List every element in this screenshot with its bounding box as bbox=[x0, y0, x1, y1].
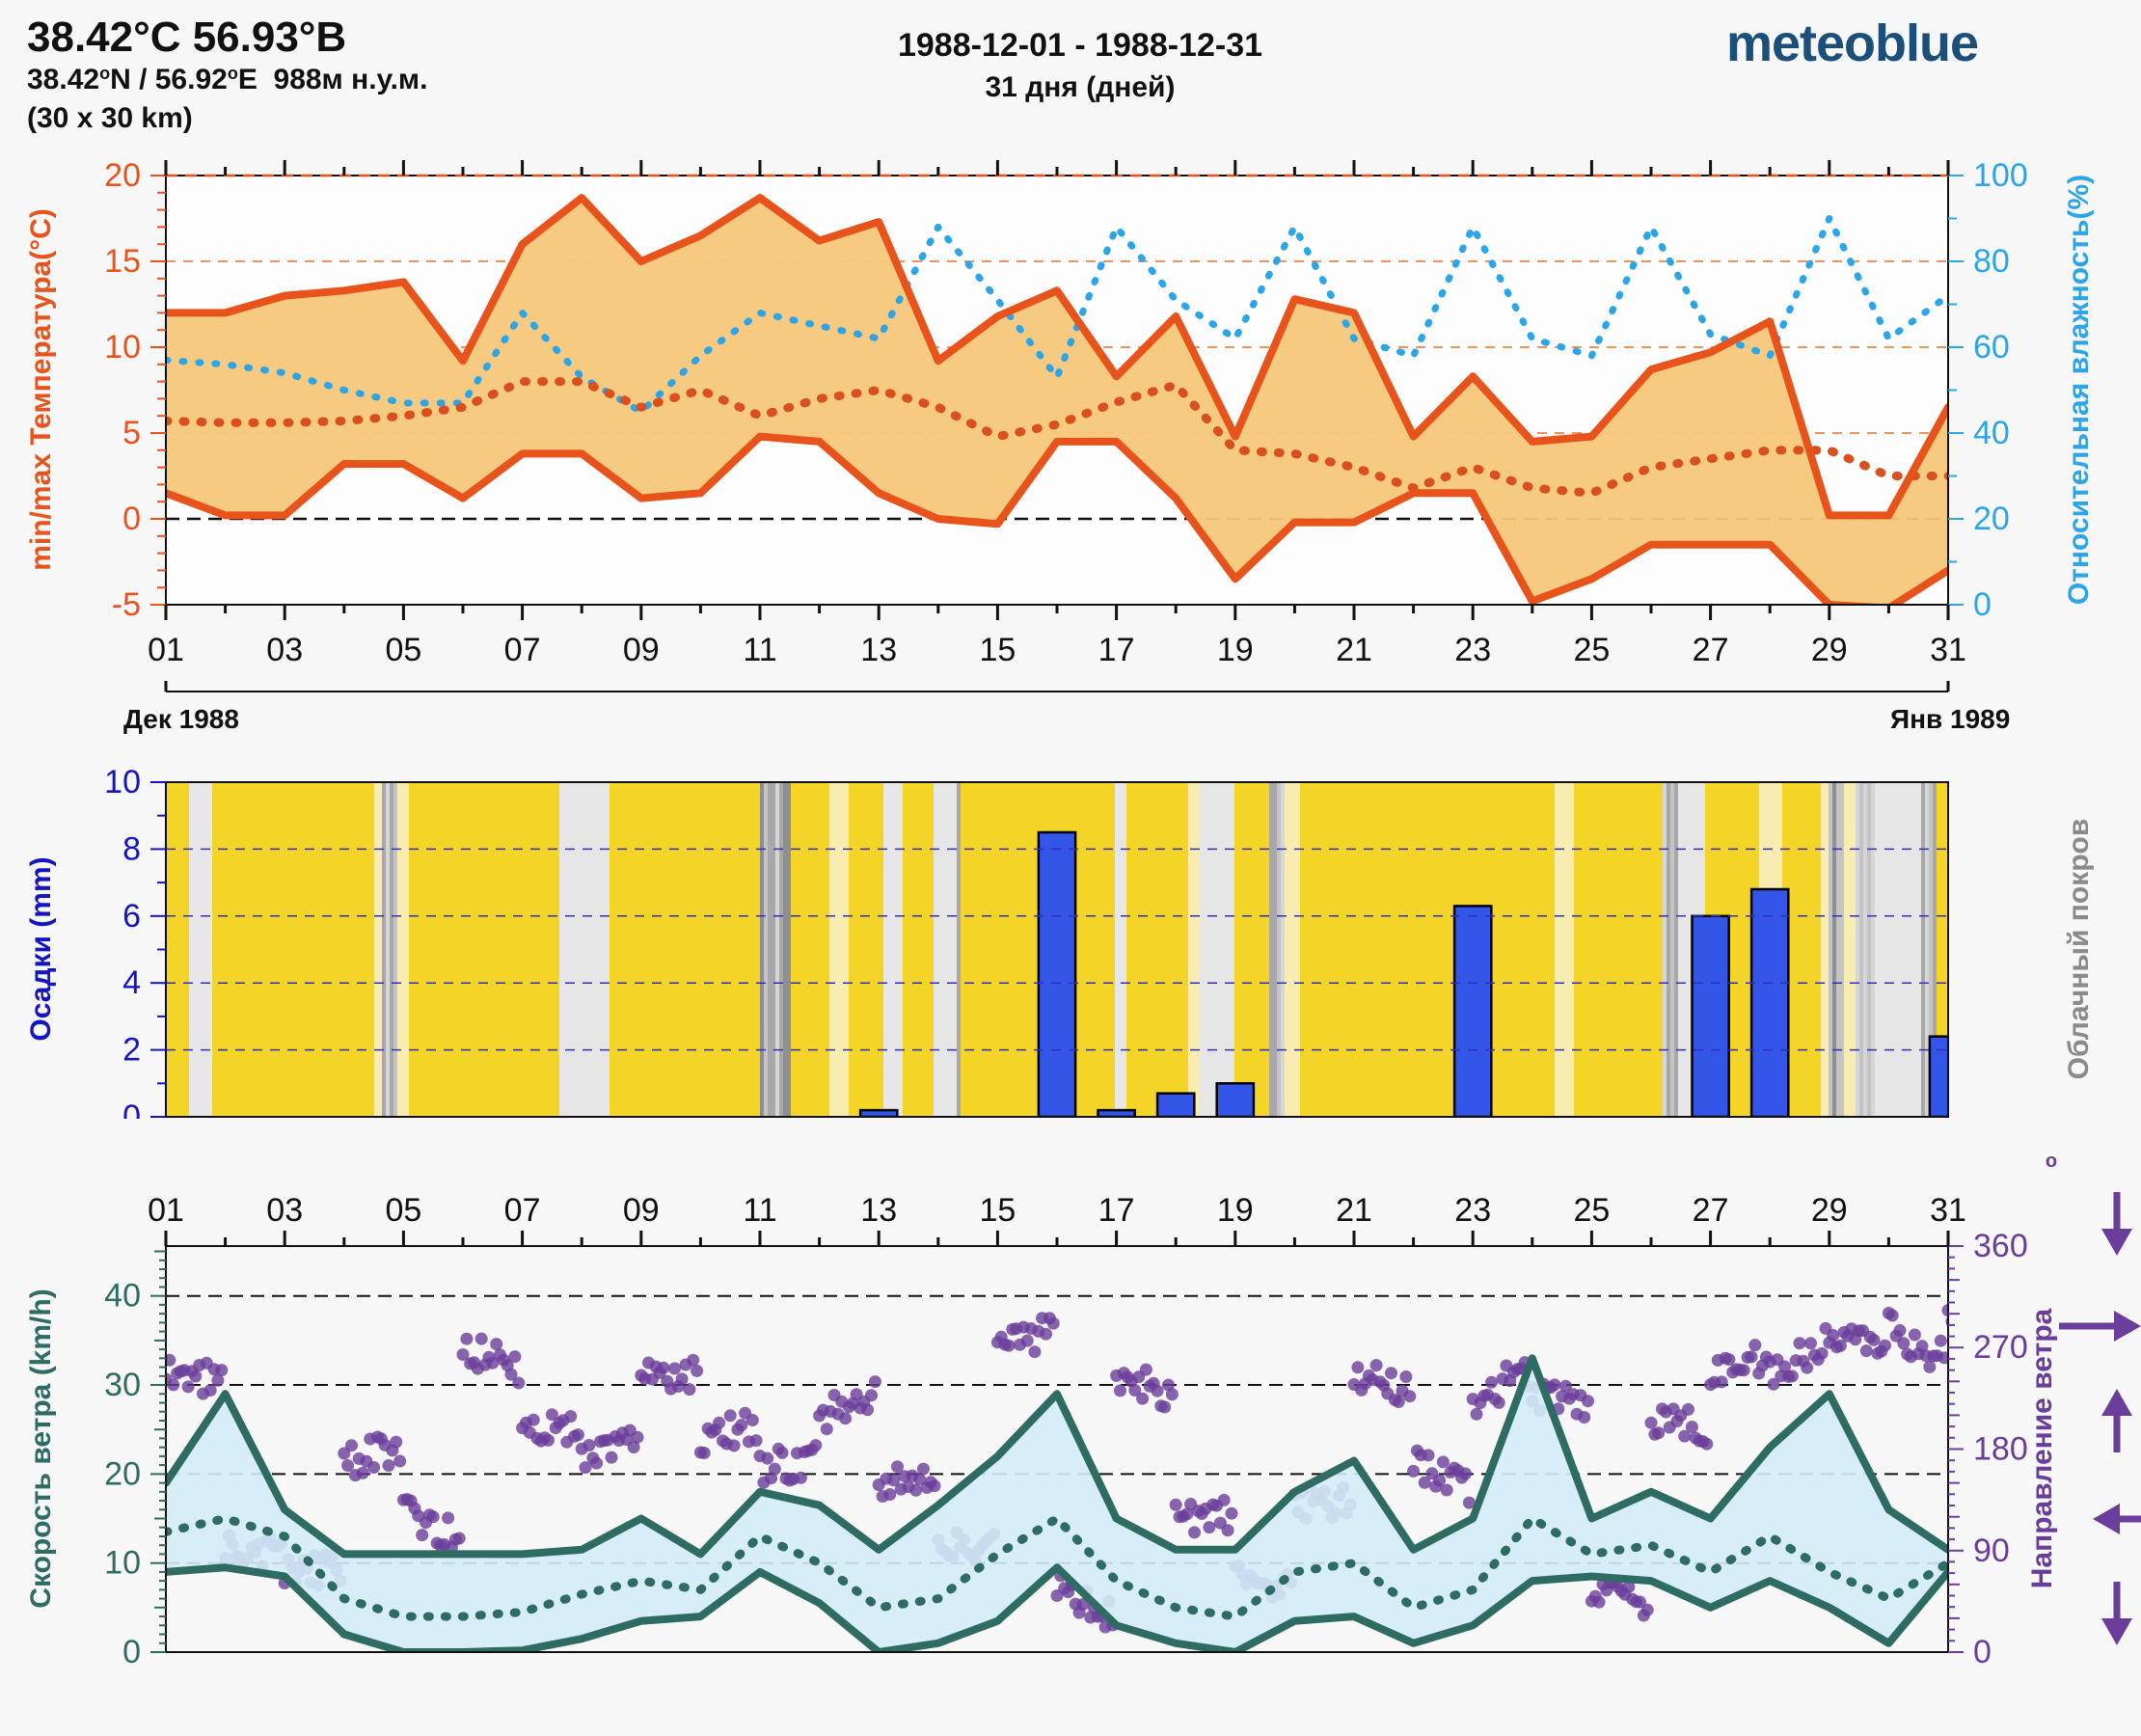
svg-text:Относительная влажность(%): Относительная влажность(%) bbox=[2063, 175, 2095, 605]
svg-text:17: 17 bbox=[1098, 632, 1135, 668]
svg-text:30: 30 bbox=[104, 1367, 141, 1403]
svg-text:20: 20 bbox=[104, 1455, 141, 1492]
svg-text:90: 90 bbox=[1973, 1533, 2010, 1569]
svg-text:21: 21 bbox=[1336, 1192, 1372, 1229]
svg-text:23: 23 bbox=[1454, 632, 1491, 668]
svg-text:03: 03 bbox=[266, 1192, 303, 1229]
svg-text:07: 07 bbox=[504, 632, 541, 668]
svg-text:0: 0 bbox=[1973, 1634, 1992, 1670]
svg-text:o: o bbox=[2046, 1151, 2057, 1172]
svg-text:09: 09 bbox=[623, 632, 660, 668]
svg-text:27: 27 bbox=[1693, 632, 1729, 668]
svg-text:0: 0 bbox=[122, 501, 141, 537]
svg-text:01: 01 bbox=[148, 632, 184, 668]
svg-text:15: 15 bbox=[979, 1192, 1016, 1229]
svg-text:07: 07 bbox=[504, 1192, 541, 1229]
svg-text:360: 360 bbox=[1973, 1228, 2028, 1264]
svg-text:31: 31 bbox=[1930, 1192, 1966, 1229]
svg-text:19: 19 bbox=[1217, 632, 1254, 668]
svg-text:20: 20 bbox=[104, 157, 141, 194]
svg-text:270: 270 bbox=[1973, 1329, 2028, 1366]
svg-text:09: 09 bbox=[623, 1192, 660, 1229]
svg-text:19: 19 bbox=[1217, 1192, 1254, 1229]
svg-text:0: 0 bbox=[1973, 586, 1992, 623]
svg-text:17: 17 bbox=[1098, 1192, 1135, 1229]
svg-text:29: 29 bbox=[1811, 632, 1848, 668]
svg-text:100: 100 bbox=[1973, 157, 2028, 194]
svg-text:25: 25 bbox=[1573, 632, 1610, 668]
svg-text:23: 23 bbox=[1454, 1192, 1491, 1229]
svg-text:180: 180 bbox=[1973, 1431, 2028, 1468]
svg-text:80: 80 bbox=[1973, 243, 2010, 280]
svg-text:31: 31 bbox=[1930, 632, 1966, 668]
svg-text:40: 40 bbox=[104, 1278, 141, 1315]
svg-text:Скорость ветра (km/h): Скорость ветра (km/h) bbox=[25, 1288, 57, 1608]
svg-text:10: 10 bbox=[104, 1545, 141, 1582]
svg-text:27: 27 bbox=[1693, 1192, 1729, 1229]
svg-text:Направление ветра: Направление ветра bbox=[2026, 1308, 2058, 1588]
svg-text:40: 40 bbox=[1973, 415, 2010, 451]
svg-text:13: 13 bbox=[860, 1192, 897, 1229]
svg-text:10: 10 bbox=[104, 329, 141, 366]
svg-text:-5: -5 bbox=[112, 586, 141, 623]
svg-text:01: 01 bbox=[148, 1192, 184, 1229]
svg-text:15: 15 bbox=[104, 243, 141, 280]
svg-text:25: 25 bbox=[1573, 1192, 1610, 1229]
svg-text:29: 29 bbox=[1811, 1192, 1848, 1229]
svg-text:60: 60 bbox=[1973, 329, 2010, 366]
svg-text:20: 20 bbox=[1973, 501, 2010, 537]
svg-text:13: 13 bbox=[860, 632, 897, 668]
svg-text:5: 5 bbox=[122, 415, 141, 451]
svg-text:11: 11 bbox=[743, 1192, 776, 1229]
svg-text:21: 21 bbox=[1336, 632, 1372, 668]
svg-text:15: 15 bbox=[979, 632, 1016, 668]
svg-text:05: 05 bbox=[385, 1192, 421, 1229]
svg-text:05: 05 bbox=[385, 632, 421, 668]
svg-text:11: 11 bbox=[743, 632, 776, 668]
svg-text:0: 0 bbox=[122, 1634, 141, 1670]
svg-text:03: 03 bbox=[266, 632, 303, 668]
svg-text:min/max Температура(°C): min/max Температура(°C) bbox=[25, 208, 57, 571]
